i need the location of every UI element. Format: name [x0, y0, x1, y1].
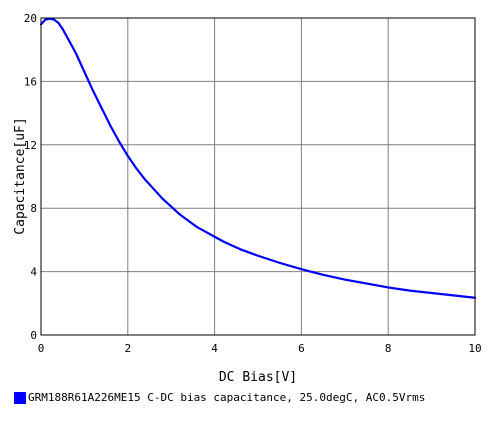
y-axis-label: Capacitance[uF]: [13, 117, 28, 234]
series-line-grm188r61a226me15: [39, 17, 477, 299]
x-tick-label: 10: [468, 342, 481, 355]
plot-border: [40, 17, 476, 336]
y-tick-label: 16: [24, 75, 37, 88]
y-tick-label: 4: [30, 266, 37, 279]
x-tick-label: 6: [298, 342, 305, 355]
y-tick-label: 8: [30, 202, 37, 215]
y-tick-label: 0: [30, 329, 37, 342]
legend-swatch: [14, 391, 26, 404]
legend-label: GRM188R61A226ME15 C-DC bias capacitance,…: [28, 391, 426, 404]
x-axis-label: DC Bias[V]: [219, 370, 297, 385]
legend: GRM188R61A226ME15 C-DC bias capacitance,…: [14, 391, 425, 404]
x-tick-label: 8: [385, 342, 392, 355]
plot-area: [40, 17, 476, 336]
y-tick-label: 20: [24, 12, 37, 25]
x-tick-label: 4: [211, 342, 218, 355]
tick-labels: 0 2 4 6 8 10 0 4 8 12 16 20: [24, 12, 482, 355]
x-tick-label: 0: [38, 342, 45, 355]
grid: [41, 18, 475, 335]
y-tick-label: 12: [24, 139, 37, 152]
x-tick-label: 2: [124, 342, 131, 355]
